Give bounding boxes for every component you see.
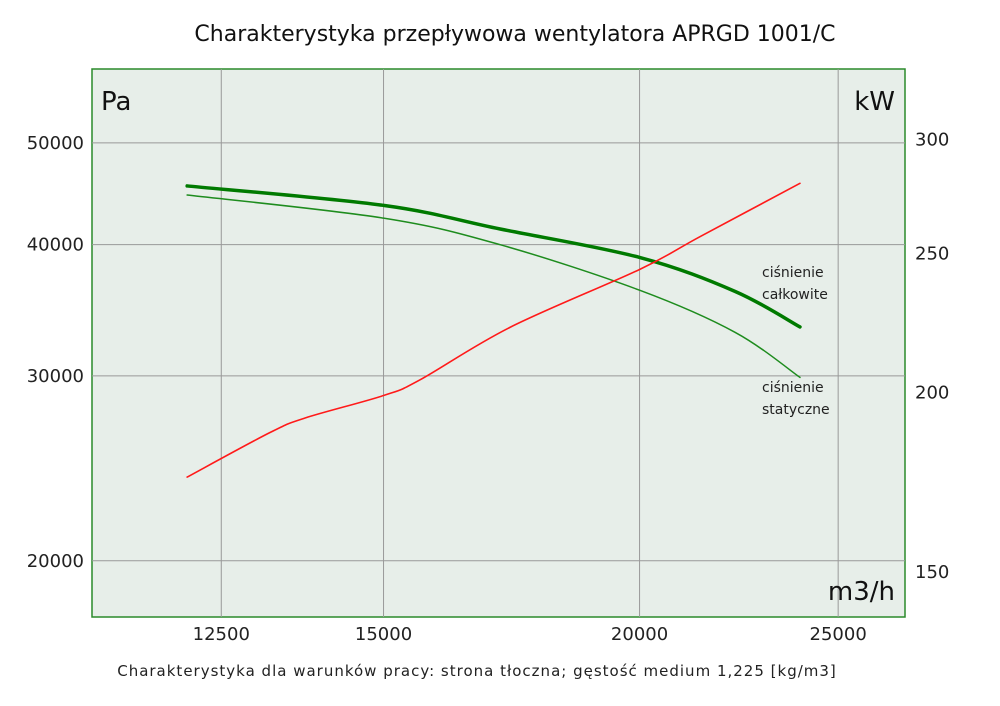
label-static-pressure: ciśnienie [762,380,824,396]
x-axis-unit: m3/h [828,577,895,607]
y-tick-label: 20000 [27,551,84,572]
chart-title: Charakterystyka przepływowa wentylatora … [194,22,835,47]
plot-area [91,68,906,618]
y2-tick-label: 200 [915,382,949,403]
y2-tick-label: 250 [915,243,949,264]
label-total-pressure-2: całkowite [762,287,828,303]
label-static-pressure-2: statyczne [762,402,830,418]
x-tick-label: 12500 [193,624,250,645]
series-line-1 [186,194,801,379]
y2-axis-unit: kW [854,87,895,117]
y-tick-label: 40000 [27,235,84,256]
x-tick-label: 20000 [611,624,668,645]
y-axis-unit: Pa [101,87,131,117]
y-tick-label: 50000 [27,133,84,154]
x-tick-label: 25000 [810,624,867,645]
x-tick-label: 15000 [355,624,412,645]
series-line-0 [185,184,802,329]
y2-tick-label: 150 [915,562,949,583]
y-tick-label: 30000 [27,366,84,387]
chart-footnote: Charakterystyka dla warunków pracy: stro… [117,662,837,680]
label-total-pressure: ciśnienie [762,265,824,281]
y2-tick-label: 300 [915,130,949,151]
series-line-2 [186,182,801,478]
